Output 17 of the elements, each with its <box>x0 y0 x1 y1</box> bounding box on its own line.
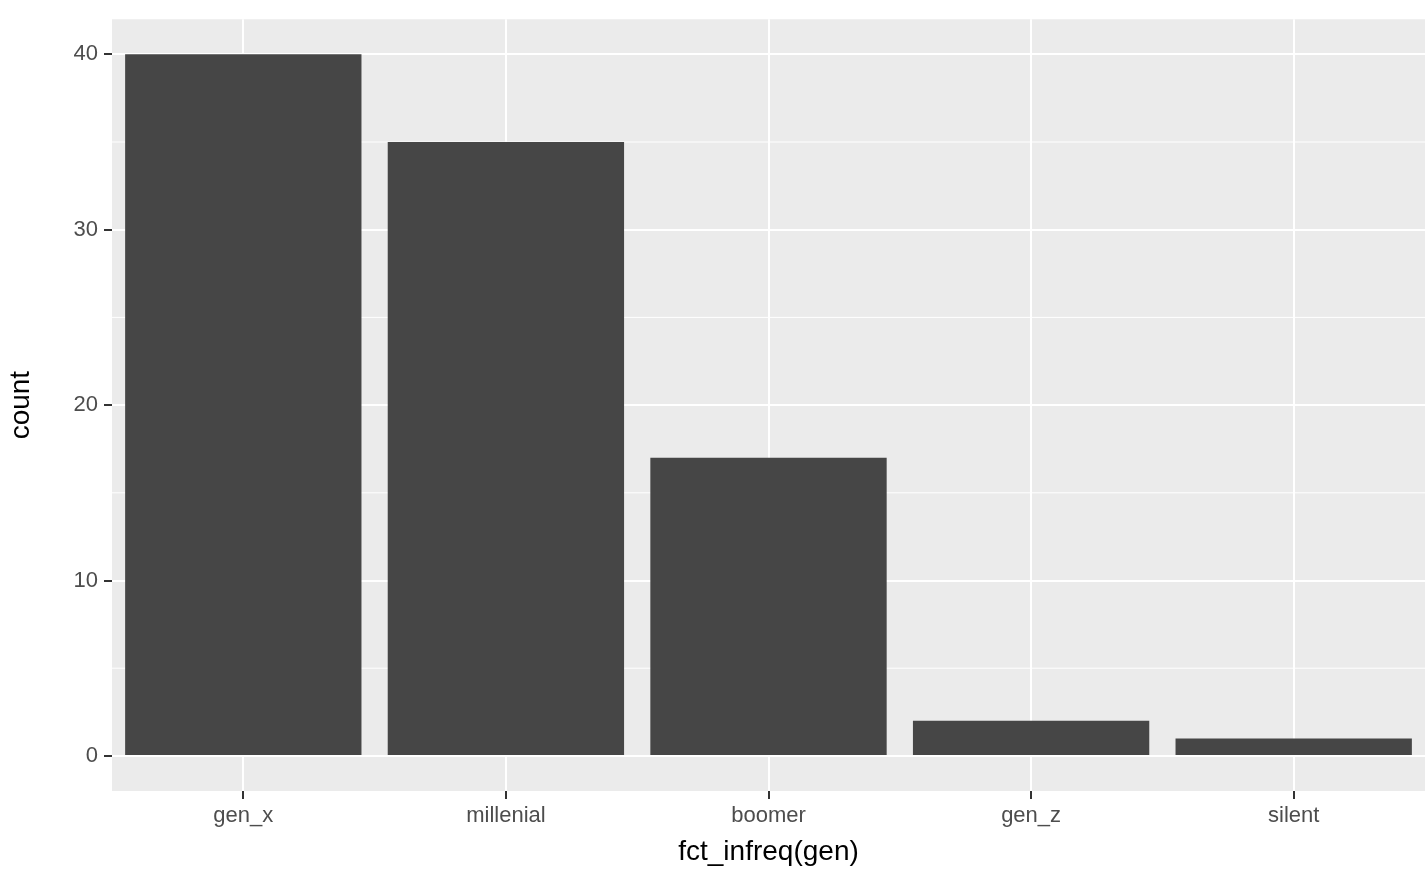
bar <box>125 54 362 755</box>
bar <box>912 720 1150 755</box>
x-tick-label: gen_x <box>213 802 274 828</box>
x-tick-label: millenial <box>466 802 546 828</box>
y-tick-label: 20 <box>73 391 98 417</box>
y-tick-label: 30 <box>73 215 98 241</box>
x-tick-label: gen_z <box>1001 802 1062 828</box>
y-axis-title: count <box>3 370 35 440</box>
x-tick-label: boomer <box>731 802 806 828</box>
x-axis-title: fct_infreq(gen) <box>678 834 859 866</box>
bar <box>1175 738 1412 755</box>
y-tick-label: 0 <box>85 741 98 767</box>
x-tick-label: silent <box>1268 802 1320 828</box>
bar <box>387 141 625 755</box>
y-tick-label: 40 <box>73 40 98 66</box>
y-tick-label: 10 <box>73 566 98 592</box>
bar <box>650 457 887 755</box>
